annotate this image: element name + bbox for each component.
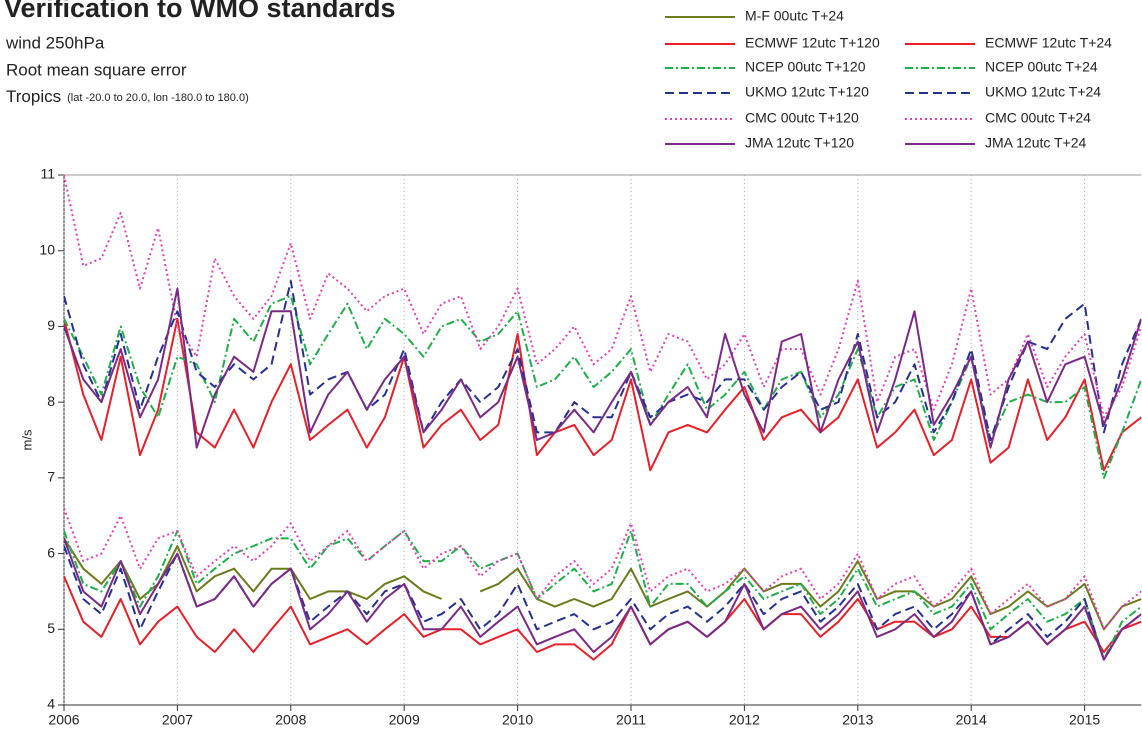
y-axis-label: m/s: [19, 429, 34, 450]
series-line: [64, 538, 1142, 661]
legend-label: M-F 00utc T+24: [745, 8, 844, 24]
x-tick-label: 2014: [956, 712, 987, 728]
x-tick-label: 2015: [1069, 712, 1100, 728]
legend-label: ECMWF 12utc T+120: [745, 35, 880, 51]
x-tick-label: 2009: [389, 712, 420, 728]
region: Tropics (lat -20.0 to 20.0, lon -180.0 to…: [6, 87, 249, 106]
y-tick-label: 10: [39, 241, 55, 257]
subtitle: Root mean square error: [6, 60, 187, 79]
region-name: Tropics: [6, 87, 61, 106]
y-tick-label: 7: [47, 469, 55, 485]
series-line: [64, 287, 1142, 449]
series-line: [64, 545, 1142, 661]
region-detail: (lat -20.0 to 20.0, lon -180.0 to 180.0): [67, 92, 249, 104]
legend-label: JMA 12utc T+120: [745, 135, 854, 151]
x-tick-label: 2011: [616, 712, 646, 728]
subtitle: wind 250hPa: [5, 33, 105, 52]
legend-label: CMC 00utc T+24: [985, 110, 1091, 126]
y-tick-label: 6: [47, 544, 55, 560]
y-tick-label: 8: [47, 393, 55, 409]
x-tick-label: 2008: [275, 712, 306, 728]
x-tick-label: 2012: [729, 712, 760, 728]
x-tick-label: 2006: [48, 712, 79, 728]
chart-title: Verification to WMO standards: [4, 0, 396, 23]
series-line: [64, 317, 1142, 472]
legend-label: UKMO 12utc T+120: [745, 84, 869, 100]
series-line: [64, 575, 1142, 661]
legend-label: NCEP 00utc T+24: [985, 59, 1098, 75]
legend-label: NCEP 00utc T+120: [745, 59, 866, 75]
series-line: [64, 174, 1142, 419]
series-line: [64, 280, 1142, 441]
x-tick-label: 2013: [842, 712, 873, 728]
legend-label: CMC 00utc T+120: [745, 110, 859, 126]
legend-label: JMA 12utc T+24: [985, 135, 1087, 151]
series-line: [64, 507, 1142, 631]
y-tick-label: 11: [40, 166, 55, 182]
series-line: [64, 529, 1142, 661]
series-line: [64, 537, 1142, 631]
legend-label: ECMWF 12utc T+24: [985, 35, 1112, 51]
y-tick-label: 5: [47, 620, 55, 636]
y-tick-label: 4: [47, 696, 55, 712]
legend-label: UKMO 12utc T+24: [985, 84, 1101, 100]
series-line: [64, 295, 1142, 479]
x-tick-label: 2010: [502, 712, 533, 728]
x-tick-label: 2007: [162, 712, 193, 728]
y-tick-label: 9: [47, 317, 55, 333]
